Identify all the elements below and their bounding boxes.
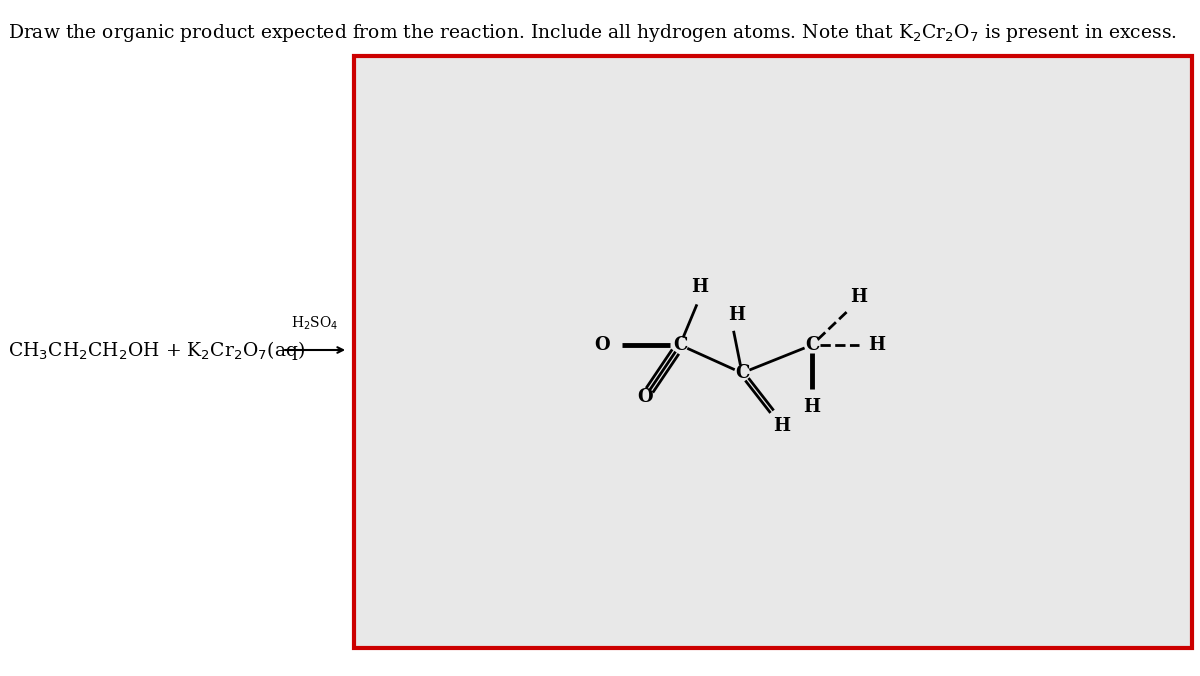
Text: Draw the organic product expected from the reaction. Include all hydrogen atoms.: Draw the organic product expected from t… [8,22,1177,44]
Text: H: H [691,278,708,296]
Text: CH$_3$CH$_2$CH$_2$OH + K$_2$Cr$_2$O$_7$(aq): CH$_3$CH$_2$CH$_2$OH + K$_2$Cr$_2$O$_7$(… [8,339,305,362]
Text: H: H [804,398,821,416]
Text: O: O [637,388,653,406]
Bar [354,56,1192,648]
Text: H$_2$SO$_4$: H$_2$SO$_4$ [292,314,338,332]
Text: H: H [728,306,745,324]
Text: H: H [869,336,886,354]
Text: C: C [805,336,820,354]
Text: C: C [734,364,749,382]
Text: H: H [774,417,791,435]
Text: H: H [851,288,868,306]
Text: O: O [594,336,610,354]
Text: C: C [673,336,688,354]
